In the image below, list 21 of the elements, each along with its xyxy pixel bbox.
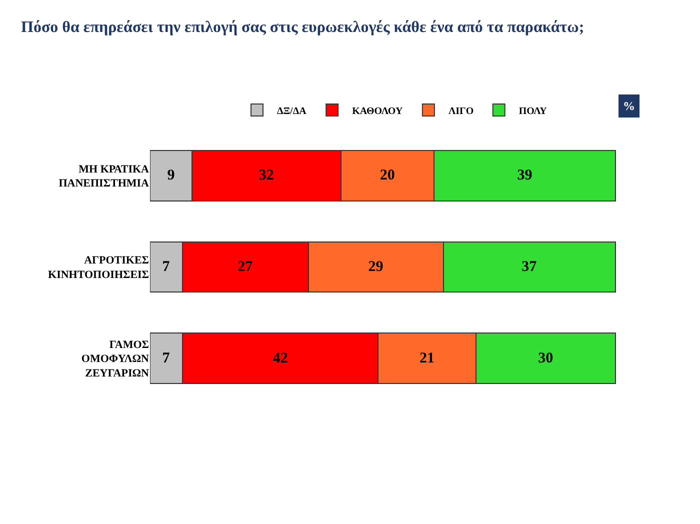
legend-label: ΛΙΓΟ [448,106,474,117]
data-label: 29 [368,259,384,275]
data-label: 7 [162,259,170,275]
legend-label: ΔΞ/ΔΑ [277,106,308,117]
legend-label: ΠΟΛΥ [518,106,548,117]
data-label: 9 [167,168,175,184]
legend-label: ΚΑΘΟΛΟΥ [352,106,404,117]
data-label: 20 [380,168,395,184]
y-tick-label: ΑΓΡΟΤΙΚΕΣ ΚΙΝΗΤΟΠΟΙΗΣΕΙΣ [48,254,149,281]
y-tick-label: ΜΗ ΚΡΑΤΙΚΑ ΠΑΝΕΠΙΣΤΗΜΙΑ [58,163,150,190]
data-label: 37 [522,259,538,275]
data-label: 30 [538,350,554,366]
chart-title: Πόσο θα επηρεάσει την επιλογή σας στις ευρωεκλογές κάθε ένα από τα παρακάτω; [21,19,584,36]
data-label: 42 [272,350,288,366]
y-tick-label: ΓΑΜΟΣ ΟΜΟΦΥΛΩΝ ΖΕΥΓΑΡΙΩΝ [81,338,150,380]
data-label: 32 [258,168,274,184]
data-label: 39 [517,168,532,184]
text: % [623,99,635,113]
data-label: 27 [238,259,254,275]
data-label: 7 [162,350,170,366]
data-label: 21 [419,350,434,366]
